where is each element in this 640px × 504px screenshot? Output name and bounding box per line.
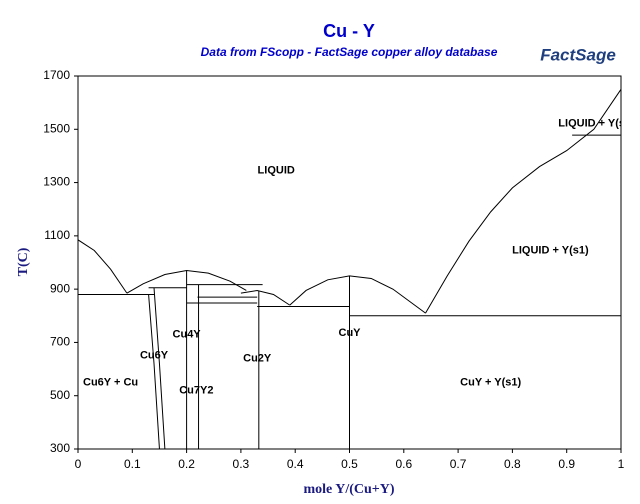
region-label: CuY xyxy=(339,327,362,339)
y-tick-label: 1500 xyxy=(43,121,70,135)
x-tick-label: 0.6 xyxy=(395,457,412,471)
phase-boundary xyxy=(153,287,166,449)
phase-boundary xyxy=(289,275,426,314)
y-tick-label: 1300 xyxy=(43,175,70,189)
y-tick-label: 1100 xyxy=(44,228,70,242)
phase-boundary xyxy=(78,239,128,294)
region-label: Cu4Y xyxy=(173,328,202,340)
y-tick-label: 700 xyxy=(50,335,70,349)
logo: FactSage xyxy=(540,45,616,64)
x-tick-label: 0.4 xyxy=(287,457,304,471)
phase-boundary xyxy=(425,89,621,314)
x-tick-label: 0.5 xyxy=(341,457,358,471)
x-tick-label: 0.3 xyxy=(233,457,250,471)
x-tick-label: 0.9 xyxy=(558,457,575,471)
y-tick-label: 500 xyxy=(50,388,70,402)
region-label: Cu6Y + Cu xyxy=(83,376,138,388)
region-label: Cu6Y xyxy=(140,350,169,362)
chart-subtitle: Data from FScopp - FactSage copper alloy… xyxy=(201,45,498,59)
x-tick-label: 0 xyxy=(75,457,82,471)
region-label: CuY + Y(s1) xyxy=(460,376,521,388)
y-axis-label: T(C) xyxy=(16,247,31,276)
x-tick-label: 0.2 xyxy=(178,457,195,471)
region-label: LIQUID + Y(s2) xyxy=(558,117,635,129)
x-axis-label: mole Y/(Cu+Y) xyxy=(303,482,394,497)
chart-title: Cu - Y xyxy=(323,21,375,41)
phase-boundary xyxy=(148,294,160,449)
y-tick-label: 300 xyxy=(50,441,70,455)
x-tick-label: 1 xyxy=(618,457,625,471)
region-label: LIQUID + Y(s1) xyxy=(512,244,589,256)
phase-boundary xyxy=(240,289,291,306)
y-tick-label: 900 xyxy=(50,281,70,295)
x-tick-label: 0.1 xyxy=(124,457,141,471)
region-label: LIQUID xyxy=(258,164,295,176)
plot-area: LIQUID LIQUID + Y(s1) LIQUID + Y(s2) Cu4Y Cu… xyxy=(78,89,635,449)
region-label: Cu2Y xyxy=(243,352,272,364)
region-label: Cu7Y2 xyxy=(179,384,213,396)
x-tick-label: 0.7 xyxy=(450,457,467,471)
y-tick-label: 1700 xyxy=(43,68,70,82)
x-tick-label: 0.8 xyxy=(504,457,521,471)
